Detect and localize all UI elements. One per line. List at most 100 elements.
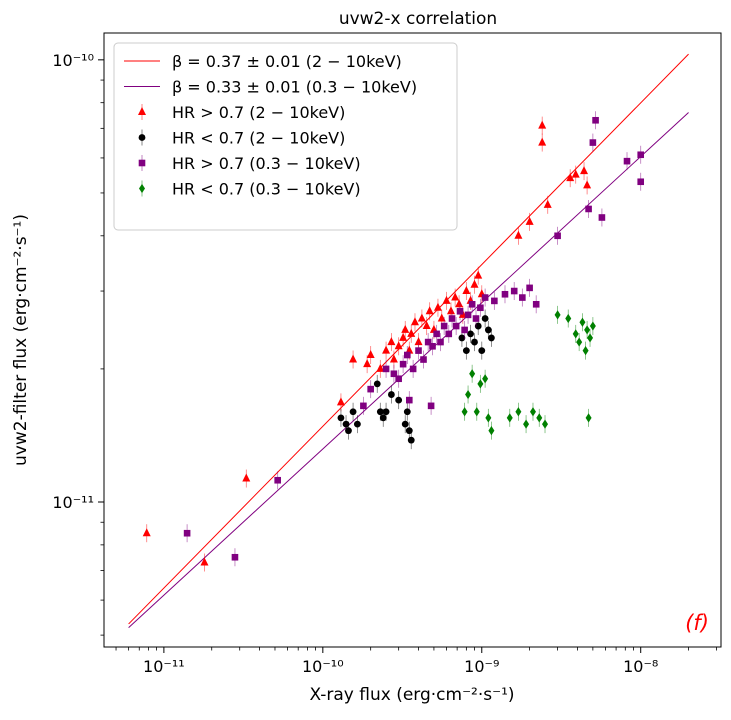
data-point <box>242 473 251 482</box>
data-point <box>414 337 423 346</box>
legend-label: HR > 0.7 (0.3 − 10keV) <box>172 154 361 173</box>
data-point <box>387 337 396 346</box>
data-point <box>464 311 472 319</box>
data-point <box>415 347 422 354</box>
data-point <box>437 313 446 322</box>
data-point <box>349 408 357 416</box>
series-4 <box>461 305 596 440</box>
data-point <box>565 313 572 324</box>
legend-label: β = 0.33 ± 0.01 (0.3 − 10keV) <box>172 78 417 97</box>
panel-label: (f) <box>685 611 709 635</box>
legend: β = 0.37 ± 0.01 (2 − 10keV) β = 0.33 ± 0.… <box>113 42 458 231</box>
data-point <box>474 322 482 330</box>
data-point <box>427 402 435 410</box>
data-point <box>405 427 413 435</box>
data-point <box>401 324 410 333</box>
data-point <box>387 391 395 398</box>
data-point <box>468 300 476 308</box>
data-point <box>462 286 471 295</box>
data-point <box>390 370 398 378</box>
data-point <box>420 356 427 363</box>
legend-label: β = 0.37 ± 0.01 (2 − 10keV) <box>172 52 402 71</box>
data-point <box>519 294 526 301</box>
data-point <box>485 413 492 423</box>
data-point <box>342 420 350 428</box>
data-point <box>514 230 523 239</box>
legend-handle-marker <box>138 134 146 141</box>
data-point <box>360 402 367 410</box>
data-point <box>142 528 151 537</box>
series-2 <box>337 309 495 450</box>
data-point <box>576 337 583 347</box>
data-point <box>542 419 549 429</box>
data-point <box>437 338 444 346</box>
data-point <box>598 214 606 221</box>
data-point <box>477 304 484 312</box>
data-point <box>379 414 387 422</box>
data-point <box>410 317 419 326</box>
data-point <box>501 290 509 298</box>
data-point <box>274 476 281 484</box>
data-point <box>526 284 533 292</box>
data-point <box>554 232 561 240</box>
data-point <box>543 199 552 208</box>
data-point <box>433 302 442 311</box>
data-point <box>458 334 466 342</box>
data-point <box>382 345 391 354</box>
data-point <box>532 300 540 308</box>
data-point <box>572 329 579 339</box>
data-point <box>566 173 575 182</box>
x-tick-label: 10⁻⁹ <box>464 657 499 676</box>
data-point <box>425 306 434 315</box>
data-point <box>589 321 596 331</box>
legend-label: HR < 0.7 (0.3 − 10keV) <box>172 180 361 199</box>
legend-box <box>113 42 458 231</box>
data-point <box>461 407 468 417</box>
data-point <box>442 295 451 304</box>
data-point <box>587 333 594 343</box>
x-tick-label: 10⁻⁸ <box>623 657 658 676</box>
data-point <box>471 338 478 346</box>
data-point <box>470 279 479 288</box>
data-point <box>376 363 385 372</box>
data-point <box>422 321 431 330</box>
data-point <box>394 341 403 350</box>
data-point <box>336 397 345 406</box>
data-point <box>477 379 484 389</box>
data-point <box>589 139 597 146</box>
data-point <box>523 419 530 429</box>
data-point <box>510 287 518 295</box>
data-point <box>373 380 381 388</box>
data-point <box>417 313 426 322</box>
plot-area <box>128 53 689 628</box>
y-axis: 10⁻¹¹ 10⁻¹⁰ <box>52 51 104 636</box>
data-point <box>623 157 631 165</box>
data-point <box>407 328 416 337</box>
legend-handle-marker <box>139 183 145 194</box>
x-axis: 10⁻¹¹ 10⁻¹⁰ 10⁻⁹ 10⁻⁸ <box>115 647 717 676</box>
x-tick-label: 10⁻¹⁰ <box>302 657 344 676</box>
data-point <box>584 325 591 335</box>
data-point <box>469 369 476 379</box>
data-point <box>585 205 592 213</box>
data-point <box>465 389 472 400</box>
data-point <box>345 427 352 435</box>
data-point <box>231 553 239 561</box>
data-point <box>183 529 191 537</box>
data-point <box>467 330 474 338</box>
data-point <box>554 310 561 320</box>
data-point <box>399 360 407 368</box>
data-point <box>461 326 468 334</box>
x-tick-label: 10⁻¹¹ <box>143 657 185 676</box>
data-point <box>481 294 489 301</box>
data-point <box>406 396 413 404</box>
data-point <box>482 374 489 384</box>
legend-label: HR > 0.7 (2 − 10keV) <box>172 103 345 122</box>
data-point <box>446 306 455 315</box>
data-point <box>451 292 460 301</box>
fit-line-1 <box>128 53 689 625</box>
data-point <box>409 365 417 373</box>
data-point <box>445 330 453 338</box>
data-point <box>488 334 495 342</box>
